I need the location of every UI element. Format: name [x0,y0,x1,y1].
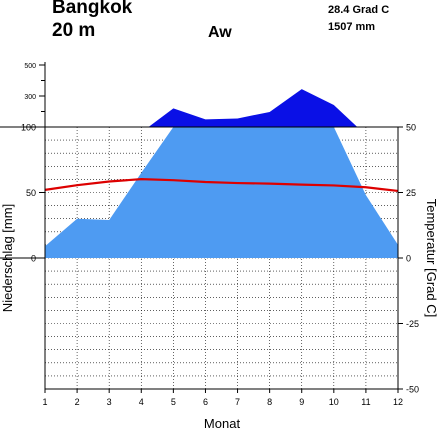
station-elevation: 20 m [52,20,96,41]
month-tick-label: 9 [299,397,304,407]
station-name: Bangkok [52,0,133,18]
month-tick-label: 2 [75,397,80,407]
month-tick-label: 12 [393,397,403,407]
month-tick-label: 10 [329,397,339,407]
x-axis-label: Monat [204,416,241,430]
temp-line-layer [44,178,399,193]
precip-tick-label: 100 [21,123,36,133]
month-tick-label: 5 [171,397,176,407]
month-tick-label: 6 [203,397,208,407]
temp-tick-label: -50 [406,385,419,395]
temp-tick-label: -25 [406,319,419,329]
month-tick-label: 7 [235,397,240,407]
precip-tick-label: 0 [31,254,36,264]
temp-tick-label: 25 [406,188,416,198]
mean-temperature: 28.4 Grad C [328,4,390,16]
temperature-line [44,178,399,193]
precip-tick-label: 50 [26,188,36,198]
precip-tick-label: 300 [24,94,36,101]
month-tick-label: 8 [267,397,272,407]
y-axis-label-right: Temperatur [Grad C] [424,199,439,318]
precip-area-layer [45,89,398,258]
month-tick-label: 1 [42,397,47,407]
precip-area [45,127,398,258]
annual-precipitation: 1507 mm [328,21,376,33]
temp-tick-label: 0 [406,254,411,264]
temp-tick-label: 50 [406,123,416,133]
climate-class: Aw [208,24,232,41]
precip-tick-label: 500 [24,63,36,70]
y-axis-label-left: Niederschlag [mm] [0,204,15,312]
month-tick-label: 11 [361,397,370,407]
month-tick-label: 3 [107,397,112,407]
precip-excess-area [148,89,358,127]
month-tick-label: 4 [139,397,144,407]
